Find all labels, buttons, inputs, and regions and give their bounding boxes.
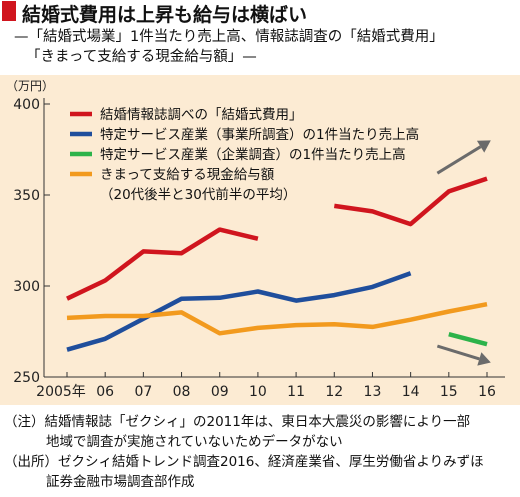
line-chart: （万円） 250 300 350 400 2005年 06 07 08 09 10 11 12 13 14 1… bbox=[6, 79, 505, 400]
legend-label-2: 特定サービス産業（事業所調査）の1件当たり売上高 bbox=[100, 126, 419, 143]
title-marker-icon bbox=[2, 1, 16, 21]
x-tick-label: 08 bbox=[173, 384, 191, 400]
x-tick-label: 13 bbox=[364, 384, 382, 400]
note-line-1: （注）結婚情報誌「ゼクシィ」の2011年は、東日本大震災の影響により一部 bbox=[4, 414, 471, 430]
trend-arrow-shaft bbox=[436, 344, 480, 361]
x-tick-label: 15 bbox=[440, 384, 458, 400]
note-line-2: 地域で調査が実施されていないためデータがない bbox=[46, 434, 343, 450]
x-tick-label: 07 bbox=[134, 384, 152, 400]
series-line-1 bbox=[66, 227, 259, 301]
series-line-2 bbox=[66, 271, 412, 352]
chart-title: 結婚式費用は上昇も給与は横ばい bbox=[22, 4, 308, 26]
series-line-3 bbox=[448, 332, 488, 347]
x-tick-label: 09 bbox=[211, 384, 229, 400]
x-tick-label: 12 bbox=[325, 384, 343, 400]
trend-arrow-shaft bbox=[436, 145, 482, 175]
trend-arrow-icon bbox=[476, 140, 491, 153]
legend-label-4: （20代後半と30代前半の平均） bbox=[100, 186, 296, 203]
x-tick-label: 16 bbox=[478, 384, 496, 400]
chart-background bbox=[0, 75, 520, 405]
y-axis-unit: （万円） bbox=[6, 79, 54, 93]
x-tick-label: 11 bbox=[287, 384, 305, 400]
y-tick-label: 400 bbox=[13, 97, 40, 113]
y-tick-label: 350 bbox=[13, 188, 40, 204]
y-tick-label: 300 bbox=[13, 279, 40, 295]
x-tick-label: 10 bbox=[249, 384, 267, 400]
y-tick-label: 250 bbox=[13, 370, 40, 386]
chart-subtitle-line1: —「結婚式場業」1件当たり売上高、情報誌調査の「結婚式費用」 bbox=[14, 29, 444, 45]
x-tick-label: 06 bbox=[96, 384, 114, 400]
chart-subtitle-line2: 「きまって支給する現金給与額」— bbox=[26, 49, 257, 65]
source-line-2: 証券金融市場調査部作成 bbox=[46, 474, 195, 490]
x-tick-label: 14 bbox=[402, 384, 420, 400]
legend-label-4: きまって支給する現金給与額 bbox=[100, 167, 274, 183]
trend-arrow-icon bbox=[477, 352, 491, 366]
legend-label-3: 特定サービス産業（企業調査）の1件当たり売上高 bbox=[100, 146, 406, 163]
legend-label-1: 結婚情報誌調べの「結婚式費用」 bbox=[100, 107, 303, 123]
x-tick-label: 2005年 bbox=[36, 384, 86, 400]
source-line-1: （出所）ゼクシィ結婚トレンド調査2016、経済産業省、厚生労働省よりみずほ bbox=[4, 454, 484, 470]
series-line-4 bbox=[66, 301, 488, 336]
series-line-1 bbox=[333, 176, 488, 227]
